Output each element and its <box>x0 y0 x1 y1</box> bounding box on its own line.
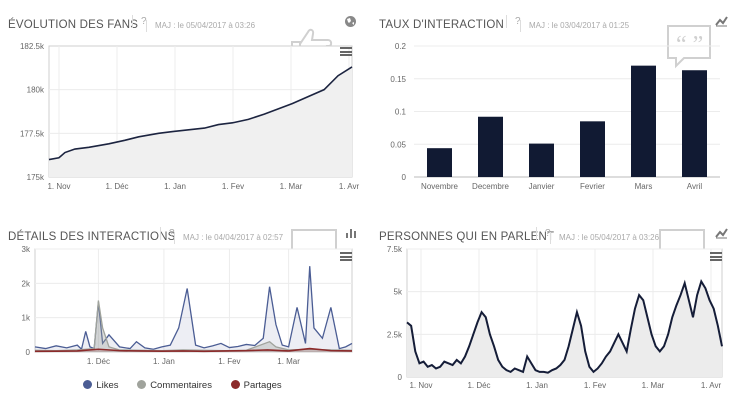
likes-swatch <box>83 380 93 389</box>
talk-line <box>406 278 723 374</box>
rate-title: TAUX D'INTERACTION <box>379 19 505 31</box>
bar-avril <box>682 70 707 177</box>
fans-title: ÉVOLUTION DES FANS <box>8 19 139 31</box>
x-tick-label: 1. Déc <box>105 182 128 191</box>
update-date: MAJ : le 04/04/2017 à 02:57 <box>174 232 283 244</box>
talk-panel: PERSONNES QUI EN PARLENT ? MAJ : le 05/0… <box>370 212 730 400</box>
x-tick-label: 1. Jan <box>526 381 548 390</box>
x-tick-label: Janvier <box>529 182 555 191</box>
talk-chart: 0 2.5k 5k 7.5k 1. Nov 1. Déc 1. Jan 1. Fev 1. Ma… <box>387 229 723 390</box>
y-tick-label: 182.5k <box>20 42 45 51</box>
fans-area <box>49 66 352 177</box>
x-tick-label: Mars <box>635 182 653 191</box>
y-tick-label: 2k <box>22 279 31 288</box>
comments-swatch <box>137 380 147 389</box>
y-tick-label: 3k <box>22 245 31 254</box>
series-area-likes <box>35 266 352 352</box>
fans-chart: 175k 177.5k 180k 182.5k 1. Nov 1. Déc 1. Jan 1.… <box>20 28 360 191</box>
x-tick-label: 1. Déc <box>87 357 110 366</box>
y-tick-label: 7.5k <box>387 245 403 254</box>
x-tick-label: 1. Avr <box>339 182 360 191</box>
bar-decembre <box>478 116 503 177</box>
menu-icon[interactable] <box>710 252 722 261</box>
talk-area <box>407 281 722 377</box>
y-tick-label: 0.1 <box>395 108 407 117</box>
details-title: DÉTAILS DES INTERACTIONS <box>8 231 176 243</box>
update-date: MAJ : le 05/04/2017 à 03:26 <box>550 232 659 244</box>
talk-title: PERSONNES QUI EN PARLENT <box>379 231 555 243</box>
x-tick-label: 1. Mar <box>642 381 665 390</box>
bar-mars <box>631 65 656 177</box>
x-tick-label: 1. Nov <box>409 381 432 390</box>
y-tick-label: 177.5k <box>20 129 45 138</box>
x-tick-label: 1. Fev <box>584 381 606 390</box>
series-area-commentaires <box>35 300 352 352</box>
series-area-partages <box>35 348 352 352</box>
rate-panel: TAUX D'INTERACTION ? MAJ : le 03/04/2017… <box>370 0 730 205</box>
legend-item-commentaires[interactable]: Commentaires <box>137 380 212 391</box>
legend: Likes Commentaires Partages <box>0 380 365 391</box>
help-icon[interactable]: ? <box>132 15 147 28</box>
help-icon[interactable]: ? <box>160 227 175 240</box>
rate-chart: “ ” 0 0.05 0.1 0.15 0.2 Novembre Decembre Janvi… <box>390 25 720 191</box>
trend-icon[interactable] <box>715 15 728 30</box>
legend-item-partages[interactable]: Partages <box>230 380 282 391</box>
fans-line <box>48 66 353 161</box>
svg-text:“ ”: “ ” <box>676 32 703 58</box>
x-tick-label: Decembre <box>472 182 509 191</box>
x-tick-label: 1. Jan <box>153 357 175 366</box>
y-tick-label: 2.5k <box>387 330 403 339</box>
y-tick-label: 5k <box>394 288 403 297</box>
legend-item-likes[interactable]: Likes <box>83 380 119 391</box>
y-tick-label: 0.05 <box>390 140 406 149</box>
quote-watermark-icon: “ ” <box>667 25 711 69</box>
help-icon[interactable]: ? <box>506 15 521 28</box>
bar-janvier <box>529 143 554 177</box>
x-tick-label: 1. Mar <box>280 182 303 191</box>
x-tick-label: 1. Avr <box>701 381 722 390</box>
fans-panel: ÉVOLUTION DES FANS ? MAJ : le 05/04/2017… <box>0 0 365 205</box>
series-line-likes <box>34 266 353 351</box>
update-date: MAJ : le 05/04/2017 à 03:26 <box>146 20 255 32</box>
x-tick-label: Fevrier <box>580 182 605 191</box>
menu-icon[interactable] <box>340 47 352 56</box>
y-tick-label: 0.15 <box>390 75 406 84</box>
bar-fevrier <box>580 121 605 177</box>
help-icon[interactable]: ? <box>536 227 551 240</box>
x-tick-label: 1. Fev <box>218 357 240 366</box>
y-tick-label: 0 <box>402 173 407 182</box>
bar-chart-icon[interactable] <box>345 227 357 242</box>
x-tick-label: 1. Fev <box>222 182 244 191</box>
menu-icon[interactable] <box>340 252 352 261</box>
legend-label: Likes <box>96 380 119 391</box>
x-tick-label: 1. Déc <box>467 381 490 390</box>
shares-swatch <box>230 380 240 389</box>
globe-icon[interactable] <box>344 15 357 31</box>
y-tick-label: 0.2 <box>395 42 407 51</box>
y-tick-label: 0 <box>26 348 31 357</box>
x-tick-label: 1. Mar <box>277 357 300 366</box>
update-date: MAJ : le 03/04/2017 à 01:25 <box>520 20 629 32</box>
y-tick-label: 180k <box>27 86 45 95</box>
series-line-partages <box>34 347 353 353</box>
x-tick-label: 1. Nov <box>47 182 70 191</box>
trend-icon[interactable] <box>715 227 728 242</box>
details-chart: 0 1k 2k 3k 1. Déc 1. Jan 1. Fev 1. Mar <box>22 229 353 366</box>
details-panel: DÉTAILS DES INTERACTIONS ? MAJ : le 04/0… <box>0 212 365 400</box>
y-tick-label: 175k <box>27 173 45 182</box>
bar-novembre <box>427 148 452 177</box>
legend-label: Partages <box>243 380 282 391</box>
x-tick-label: Avril <box>687 182 703 191</box>
x-tick-label: Novembre <box>421 182 458 191</box>
y-tick-label: 0 <box>398 373 403 382</box>
y-tick-label: 1k <box>22 314 31 323</box>
x-tick-label: 1. Jan <box>164 182 186 191</box>
legend-label: Commentaires <box>150 380 212 391</box>
